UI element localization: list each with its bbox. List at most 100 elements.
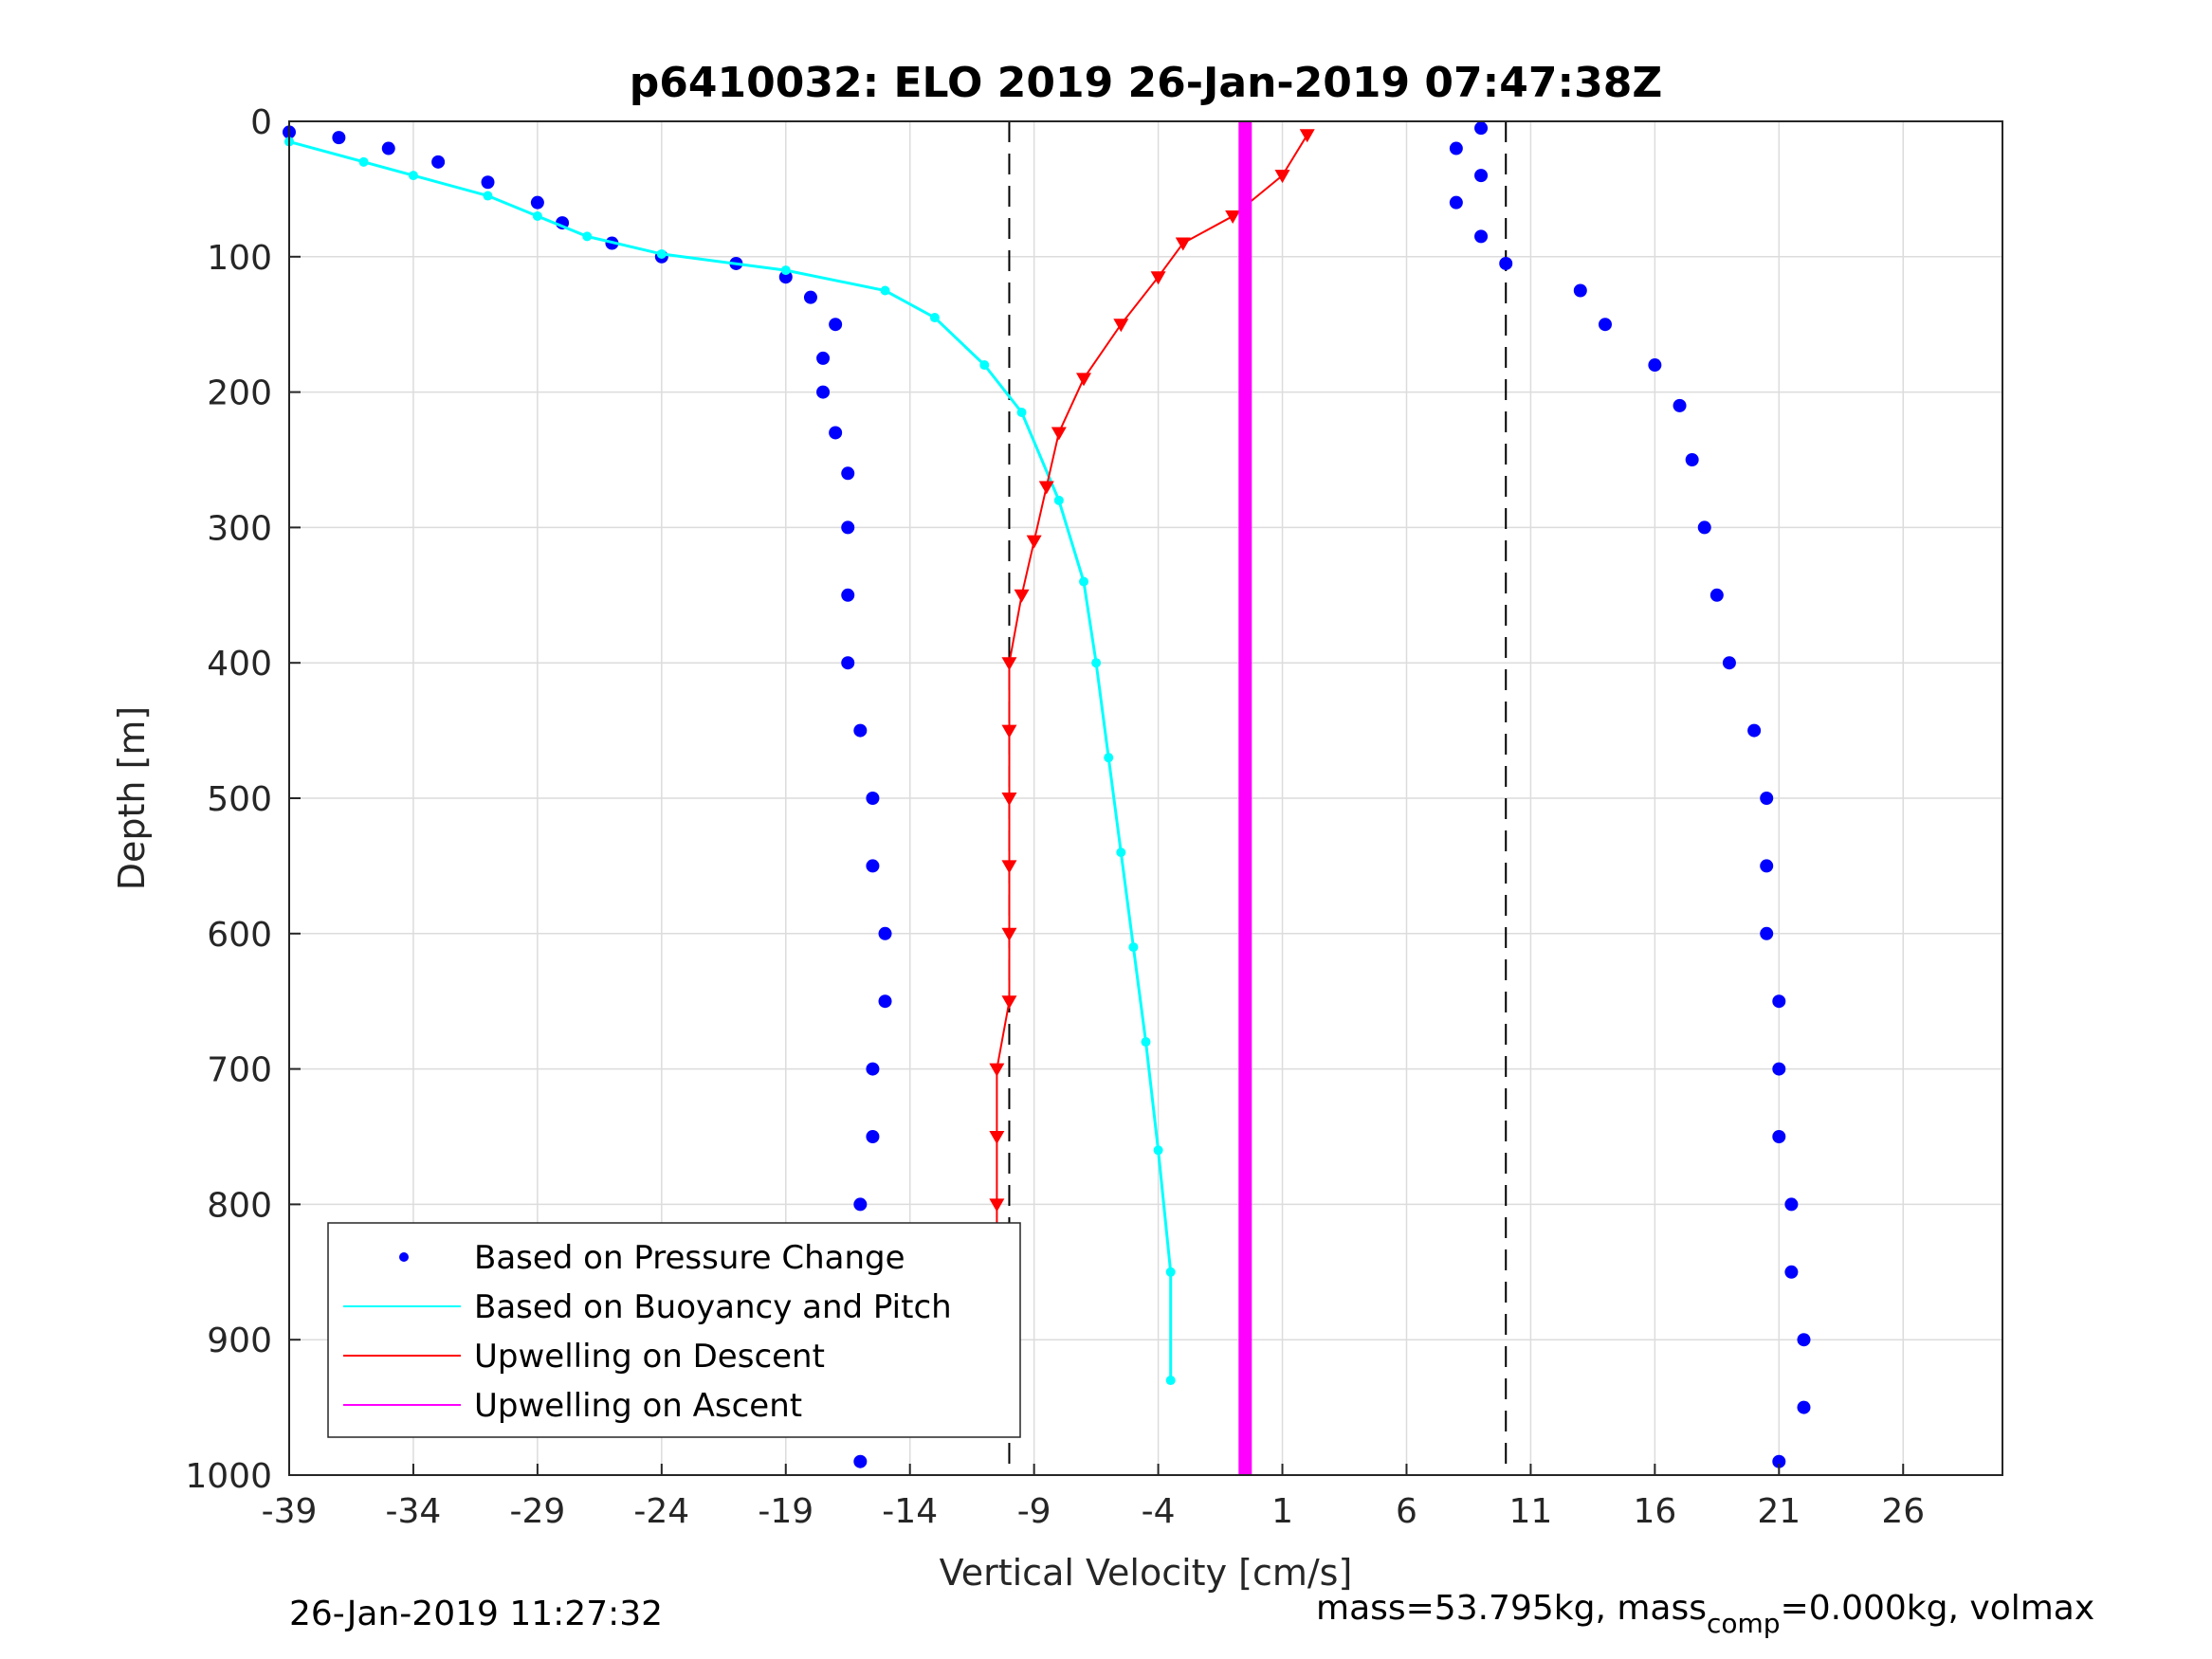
chart-title: p6410032: ELO 2019 26-Jan-2019 07:47:38Z <box>630 59 1662 107</box>
x-tick-label: -19 <box>758 1492 814 1531</box>
data-point <box>1274 170 1290 184</box>
x-tick-label: 21 <box>1757 1492 1801 1531</box>
footer-mass-prefix: mass=53.795kg, mass <box>1316 1589 1707 1628</box>
data-point <box>1499 256 1513 270</box>
data-point <box>929 313 940 323</box>
data-point <box>332 131 346 145</box>
data-point <box>778 270 793 284</box>
data-point <box>853 1454 868 1468</box>
data-point <box>979 360 990 371</box>
series-line <box>983 134 1308 1381</box>
data-point <box>431 155 446 169</box>
data-point <box>1449 141 1463 155</box>
x-tick-label: -34 <box>386 1492 442 1531</box>
data-point <box>1685 453 1699 466</box>
data-point <box>1051 427 1067 441</box>
data-point <box>1014 589 1030 603</box>
x-tick-label: 26 <box>1881 1492 1925 1531</box>
data-point <box>1797 1400 1811 1414</box>
data-point <box>989 1131 1005 1144</box>
data-point <box>530 195 544 210</box>
x-tick-label: -24 <box>633 1492 689 1531</box>
footer-mass-info: mass=53.795kg, masscomp=0.000kg, volmax <box>1316 1589 2094 1639</box>
data-point <box>989 1198 1005 1212</box>
y-tick-label: 600 <box>207 916 272 955</box>
legend: Based on Pressure Change Based on Buoyanc… <box>327 1222 1021 1438</box>
x-tick-labels: -39 -34 -29 -24 -19 -14 -9 -4 1 6 11 16 21 26 <box>262 1464 1925 1531</box>
data-point <box>1598 318 1612 332</box>
data-point <box>803 290 817 304</box>
data-point <box>841 588 855 602</box>
data-point <box>1150 271 1166 285</box>
data-point <box>1001 724 1017 738</box>
footer-mass-subscript: comp <box>1707 1608 1781 1639</box>
x-tick-label: 1 <box>1271 1492 1293 1531</box>
footer-timestamp: 26-Jan-2019 11:27:32 <box>289 1595 663 1633</box>
data-point <box>816 351 831 365</box>
data-point <box>1026 535 1042 549</box>
x-tick-label: -14 <box>882 1492 938 1531</box>
data-point <box>1053 495 1064 505</box>
data-point <box>408 171 418 181</box>
data-point <box>1001 657 1017 671</box>
data-point <box>1079 576 1089 587</box>
data-point <box>1573 283 1587 298</box>
legend-marker <box>399 1252 409 1262</box>
data-point <box>1175 237 1191 251</box>
data-point <box>1165 1376 1176 1386</box>
legend-entry-label: Upwelling on Ascent <box>474 1387 802 1425</box>
data-point <box>866 1062 880 1076</box>
data-point <box>853 1197 868 1212</box>
data-point <box>1760 859 1774 873</box>
series-layer <box>283 121 1811 1475</box>
data-point <box>1474 229 1489 244</box>
data-point <box>1016 408 1027 418</box>
y-tick-label: 0 <box>250 103 272 142</box>
y-tick-label: 200 <box>207 374 272 413</box>
data-point <box>1747 723 1762 738</box>
data-point <box>1165 1267 1176 1277</box>
y-tick-labels: 0 100 200 300 400 500 600 700 800 900 1000 <box>185 103 301 1496</box>
data-point <box>656 248 667 259</box>
x-tick-label: 11 <box>1509 1492 1553 1531</box>
series-1 <box>284 137 1176 1386</box>
data-point <box>1001 995 1017 1010</box>
data-point <box>1153 1145 1163 1156</box>
data-point <box>1449 195 1463 210</box>
data-point <box>841 520 855 535</box>
data-point <box>1474 121 1489 136</box>
x-tick-label: -9 <box>1017 1492 1051 1531</box>
data-point <box>532 210 542 221</box>
data-point <box>829 426 843 440</box>
data-point <box>1772 994 1786 1009</box>
y-tick-label: 800 <box>207 1186 272 1225</box>
data-point <box>989 1063 1005 1077</box>
data-point <box>582 231 593 242</box>
data-point <box>816 385 831 399</box>
y-axis-label: Depth [m] <box>111 706 153 891</box>
data-point <box>866 859 880 873</box>
data-point <box>1772 1130 1786 1143</box>
legend-entry-label: Upwelling on Descent <box>474 1338 825 1376</box>
data-point <box>866 792 880 805</box>
data-point <box>1001 860 1017 874</box>
data-point <box>1038 481 1054 495</box>
y-tick-label: 300 <box>207 509 272 548</box>
data-point <box>1474 169 1489 183</box>
y-tick-label: 400 <box>207 645 272 684</box>
footer-mass-suffix: =0.000kg, volmax <box>1781 1589 2095 1628</box>
y-tick-label: 900 <box>207 1322 272 1360</box>
data-point <box>1225 210 1241 224</box>
y-tick-label: 1000 <box>185 1457 272 1496</box>
data-point <box>481 175 495 190</box>
data-point <box>1772 1454 1786 1468</box>
data-point <box>780 265 791 276</box>
data-point <box>1104 753 1114 763</box>
y-tick-label: 500 <box>207 780 272 819</box>
x-tick-label: 6 <box>1396 1492 1417 1531</box>
data-point <box>829 318 843 332</box>
data-point <box>381 141 395 155</box>
series-line <box>288 139 1173 1380</box>
legend-entry-label: Based on Buoyancy and Pitch <box>474 1288 952 1326</box>
